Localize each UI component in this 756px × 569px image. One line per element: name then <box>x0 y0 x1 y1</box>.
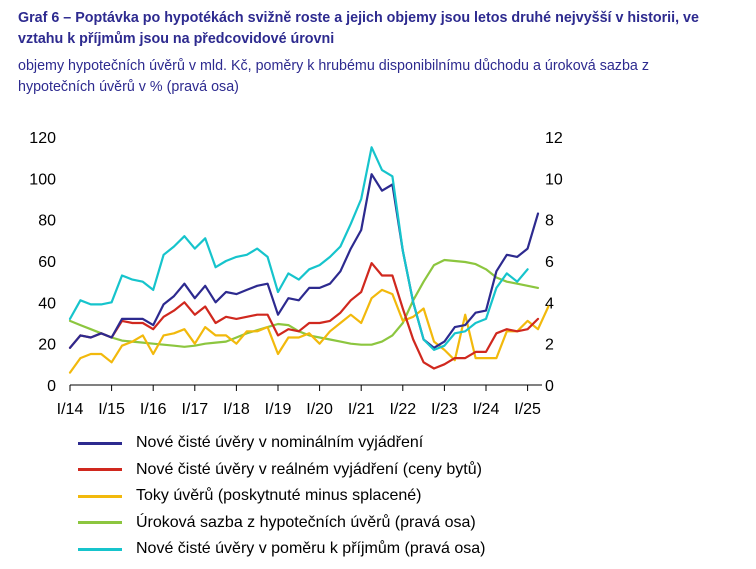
legend-item: Toky úvěrů (poskytnuté minus splacené) <box>78 483 485 510</box>
series-line-5 <box>68 146 529 351</box>
x-tick-label: I/20 <box>306 401 333 418</box>
legend-swatch <box>78 547 122 551</box>
y2-tick-label: 2 <box>545 337 554 354</box>
legend-item: Úroková sazba z hypotečních úvěrů (pravá… <box>78 510 485 537</box>
y-tick-label: 120 <box>29 130 56 147</box>
x-tick-label: I/23 <box>431 401 458 418</box>
chart-legend: Nové čisté úvěry v nominálním vyjádření N… <box>78 430 485 563</box>
y-tick-label: 100 <box>29 171 56 188</box>
series-line-1 <box>68 173 540 349</box>
legend-label: Úroková sazba z hypotečních úvěrů (pravá… <box>136 513 476 531</box>
legend-swatch <box>78 521 122 525</box>
legend-label: Toky úvěrů (poskytnuté minus splacené) <box>136 487 422 505</box>
legend-swatch <box>78 468 122 472</box>
legend-item: Nové čisté úvěry v poměru k příjmům (pra… <box>78 536 485 563</box>
x-tick-label: I/14 <box>57 401 84 418</box>
y2-tick-label: 6 <box>545 254 554 271</box>
y-tick-label: 0 <box>47 378 56 395</box>
y2-tick-label: 10 <box>545 171 563 188</box>
y2-tick-label: 4 <box>545 295 554 312</box>
legend-label: Nové čisté úvěry v nominálním vyjádření <box>136 434 424 452</box>
y-tick-label: 80 <box>38 213 56 230</box>
x-tick-label: I/22 <box>389 401 416 418</box>
x-tick-label: I/21 <box>348 401 375 418</box>
legend-label: Nové čisté úvěry v reálném vyjádření (ce… <box>136 460 482 478</box>
y2-tick-label: 0 <box>545 378 554 395</box>
chart-subtitle: objemy hypotečních úvěrů v mld. Kč, pomě… <box>18 58 649 95</box>
legend-item: Nové čisté úvěry v reálném vyjádření (ce… <box>78 457 485 484</box>
legend-label: Nové čisté úvěry v poměru k příjmům (pra… <box>136 540 486 558</box>
legend-item: Nové čisté úvěry v nominálním vyjádření <box>78 430 485 457</box>
series-line-2 <box>68 262 540 370</box>
y-tick-label: 60 <box>38 254 56 271</box>
chart-title: Graf 6 – Poptávka po hypotékách svižně r… <box>18 10 699 47</box>
legend-swatch <box>78 494 122 498</box>
y-tick-label: 20 <box>38 337 56 354</box>
x-tick-label: I/15 <box>98 401 125 418</box>
x-tick-label: I/24 <box>473 401 500 418</box>
x-tick-label: I/18 <box>223 401 250 418</box>
series-line-3 <box>68 288 550 374</box>
x-tick-label: I/17 <box>181 401 208 418</box>
y2-tick-label: 12 <box>545 130 563 147</box>
y2-tick-label: 8 <box>545 213 554 230</box>
x-tick-label: I/25 <box>514 401 541 418</box>
line-chart: 0 20 40 60 80 100 120 0 2 4 6 8 10 12 I/14 I/15 I/16 I/17… <box>29 130 563 418</box>
x-tick-label: I/19 <box>265 401 292 418</box>
x-tick-label: I/16 <box>140 401 167 418</box>
legend-swatch <box>78 441 122 445</box>
y-tick-label: 40 <box>38 295 56 312</box>
